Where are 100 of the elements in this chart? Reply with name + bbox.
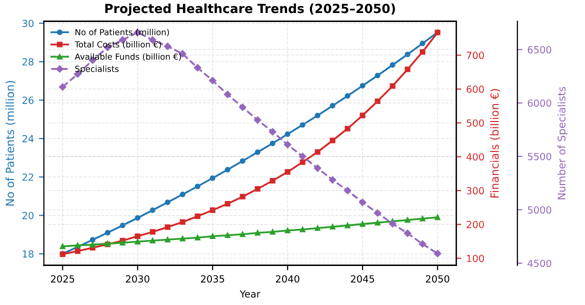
y3-tick-label: 6500: [528, 46, 552, 54]
point: [374, 220, 380, 226]
y2-tick-label: 100: [467, 254, 484, 262]
point: [194, 64, 202, 72]
point: [208, 76, 216, 84]
y-tick-label: 26: [22, 96, 34, 104]
y3-axis-title: Number of Specialists: [557, 86, 568, 200]
y2-tick-label: 500: [466, 119, 484, 127]
point: [134, 215, 140, 221]
y2-tick-label: 300: [466, 187, 484, 194]
point: [254, 149, 260, 155]
y-tick-label: 20: [22, 212, 34, 220]
x-tick-label: 2035: [200, 275, 224, 283]
x-tick-label: 2040: [276, 275, 300, 283]
point: [330, 102, 336, 108]
point: [224, 232, 230, 238]
point: [420, 40, 426, 46]
point: [420, 216, 426, 222]
point: [194, 184, 200, 190]
point: [90, 237, 96, 243]
point: [120, 222, 126, 228]
point: [210, 233, 216, 240]
point: [330, 138, 336, 144]
point: [374, 98, 380, 104]
legend-label: Available Funds (billion €): [74, 53, 181, 61]
y2-tick-label: 200: [466, 220, 484, 228]
y2-tick-label: 700: [466, 52, 484, 60]
x-tick-label: 2025: [50, 275, 74, 283]
point: [254, 186, 260, 192]
point: [418, 240, 426, 248]
point: [300, 122, 306, 128]
point: [240, 158, 246, 164]
chart-title: Projected Healthcare Trends (2025–2050): [105, 4, 395, 16]
y3-tick-label: 6000: [528, 99, 552, 107]
point: [404, 52, 410, 58]
y-axis-title: No of Patients (million): [5, 81, 16, 206]
point: [90, 242, 96, 248]
point: [434, 250, 442, 258]
point: [240, 194, 246, 200]
y-tick-label: 18: [22, 250, 34, 258]
y-tick-label: 24: [22, 135, 34, 142]
point: [388, 220, 396, 228]
point: [344, 186, 352, 194]
point: [284, 169, 290, 175]
point: [390, 83, 396, 89]
point: [374, 209, 382, 217]
point: [404, 66, 410, 72]
point: [180, 219, 186, 225]
point: [328, 176, 336, 184]
x-tick-label: 2050: [426, 275, 450, 283]
point: [390, 62, 396, 68]
y-tick-label: 30: [22, 20, 34, 28]
point: [344, 126, 350, 132]
y-tick-label: 28: [22, 58, 34, 66]
point: [314, 149, 320, 155]
point: [104, 230, 110, 236]
point: [268, 128, 276, 136]
point: [360, 82, 366, 88]
point: [224, 200, 230, 207]
point: [210, 207, 216, 213]
x-tick-label: 2045: [350, 275, 374, 283]
point: [210, 175, 216, 181]
point: [284, 140, 292, 148]
x-tick-label: 2030: [126, 275, 150, 283]
point: [270, 178, 276, 184]
point: [314, 164, 322, 172]
point: [150, 207, 156, 213]
point: [180, 236, 186, 242]
point: [134, 233, 140, 240]
point: [224, 166, 230, 172]
y2-tick-label: 400: [466, 153, 484, 161]
point: [194, 234, 200, 240]
point: [314, 225, 320, 231]
point: [164, 224, 170, 230]
y3-tick-label: 5500: [528, 152, 552, 160]
y3-tick-label: 5000: [528, 206, 552, 214]
y2-axis-title: Financials (billion €): [490, 89, 500, 198]
point: [344, 93, 350, 99]
point: [360, 112, 366, 118]
point: [270, 140, 276, 146]
point: [180, 192, 186, 198]
point: [238, 104, 246, 111]
point: [300, 159, 306, 165]
point: [164, 236, 170, 242]
point: [330, 224, 336, 230]
y3-tick-label: 4500: [528, 260, 552, 268]
point: [224, 90, 232, 98]
point: [254, 116, 262, 124]
point: [284, 131, 290, 137]
point: [240, 231, 246, 237]
y-tick-label: 22: [22, 173, 34, 181]
point: [420, 49, 426, 55]
point: [150, 229, 156, 235]
point: [164, 42, 172, 50]
point: [358, 198, 366, 206]
point: [404, 230, 412, 237]
point: [194, 214, 200, 220]
x-axis-title: Year: [240, 290, 260, 298]
point: [150, 238, 156, 244]
legend-label: Specialists: [75, 66, 119, 74]
